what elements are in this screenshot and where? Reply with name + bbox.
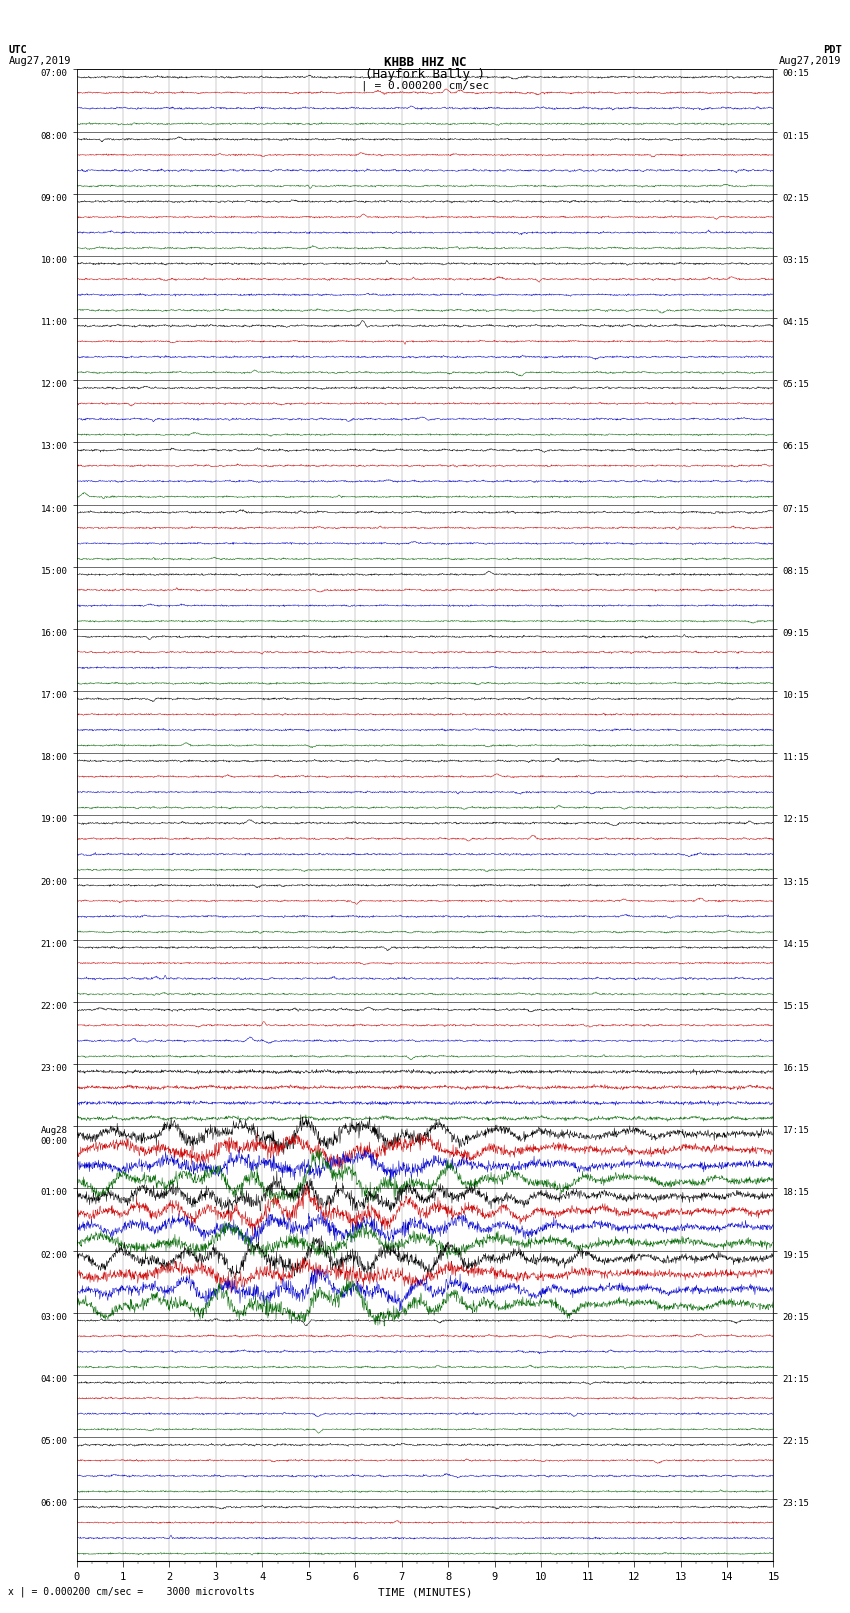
Text: | = 0.000200 cm/sec: | = 0.000200 cm/sec <box>361 81 489 92</box>
Text: KHBB HHZ NC: KHBB HHZ NC <box>383 56 467 69</box>
Text: PDT: PDT <box>823 45 842 55</box>
X-axis label: TIME (MINUTES): TIME (MINUTES) <box>377 1587 473 1597</box>
Text: x | = 0.000200 cm/sec =    3000 microvolts: x | = 0.000200 cm/sec = 3000 microvolts <box>8 1586 255 1597</box>
Text: (Hayfork Bally ): (Hayfork Bally ) <box>365 68 485 81</box>
Text: UTC: UTC <box>8 45 27 55</box>
Text: Aug27,2019: Aug27,2019 <box>8 56 71 66</box>
Text: Aug27,2019: Aug27,2019 <box>779 56 842 66</box>
